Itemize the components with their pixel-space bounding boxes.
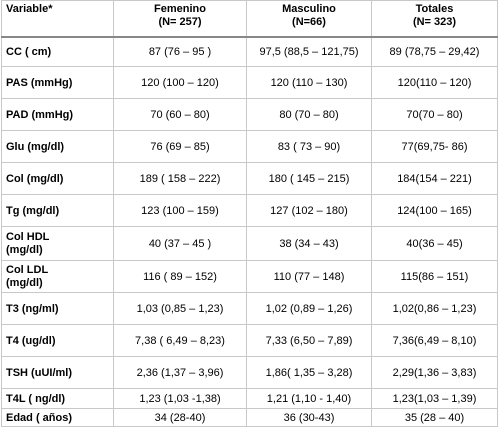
value-cell: 1,86( 1,35 – 3,28) (246, 356, 372, 389)
value-cell: 2,36 (1,37 – 3,96) (113, 356, 247, 389)
column-title: Totales (415, 3, 454, 15)
variable-cell: T3 (ng/ml) (1, 292, 114, 325)
table-row: TSH (uUI/ml) 2,36 (1,37 – 3,96) 1,86( 1,35… (1, 356, 498, 389)
value-cell: 127 (102 – 180) (246, 194, 372, 227)
value-cell: 40(36 – 45) (371, 226, 498, 261)
table-row: Tg (mg/dl) 123 (100 – 159) 127 (102 – 180)… (1, 194, 498, 227)
variable-cell: PAD (mmHg) (1, 98, 114, 131)
variable-cell: T4L ( ng/dl) (1, 388, 114, 409)
value-cell: 180 ( 145 – 215) (246, 162, 372, 195)
value-cell: 2,29(1,36 – 3,83) (371, 356, 498, 389)
table-row: Col (mg/dl) 189 ( 158 – 222) 180 ( 145 – 2… (1, 162, 498, 195)
value-cell: 116 ( 89 – 152) (113, 260, 247, 293)
value-cell: 124(100 – 165) (371, 194, 498, 227)
table-row: T4L ( ng/dl) 1,23 (1,03 -1,38) 1,21 (1,10 … (1, 388, 498, 409)
header-cell: Femenino (N= 257) (113, 0, 247, 38)
value-cell: 120 (100 – 120) (113, 66, 247, 99)
value-cell: 35 (28 – 40) (371, 408, 498, 427)
value-cell: 123 (100 – 159) (113, 194, 247, 227)
value-cell: 76 (69 – 85) (113, 130, 247, 163)
cell-line: Col LDL (6, 263, 49, 276)
value-cell: 120(110 – 120) (371, 66, 498, 99)
column-title: Variable* (6, 3, 53, 15)
table-row: CC ( cm) 87 (76 – 95 ) 97,5 (88,5 – 121,75… (1, 36, 498, 67)
variable-cell: TSH (uUI/ml) (1, 356, 114, 389)
variable-cell: Edad ( años) (1, 408, 114, 427)
value-cell: 77(69,75- 86) (371, 130, 498, 163)
table-row: PAD (mmHg) 70 (60 – 80) 80 (70 – 80) 70(70 … (1, 98, 498, 131)
cell-line: (mg/dl) (6, 276, 43, 289)
variable-cell: CC ( cm) (1, 36, 114, 67)
value-cell: 1,02(0,86 – 1,23) (371, 292, 498, 325)
header-cell: Totales (N= 323) (371, 0, 498, 38)
table-row: Col LDL (mg/dl) 116 ( 89 – 152) 110 (77 – 1… (1, 260, 498, 293)
value-cell: 1,02 (0,89 – 1,26) (246, 292, 372, 325)
column-count: (N= 323) (412, 16, 457, 28)
value-cell: 184(154 – 221) (371, 162, 498, 195)
value-cell: 1,21 (1,10 - 1,40) (246, 388, 372, 409)
header-cell: Masculino (N=66) (246, 0, 372, 38)
value-cell: 38 (34 – 43) (246, 226, 372, 261)
column-title: Masculino (282, 3, 336, 15)
column-count: (N= 257) (158, 16, 202, 28)
variable-cell: Col HDL (mg/dl) (1, 226, 114, 261)
table-row: T3 (ng/ml) 1,03 (0,85 – 1,23) 1,02 (0,89 –… (1, 292, 498, 325)
value-cell: 70 (60 – 80) (113, 98, 247, 131)
value-cell: 36 (30-43) (246, 408, 372, 427)
table-row: Glu (mg/dl) 76 (69 – 85) 83 ( 73 – 90) 77(6… (1, 130, 498, 163)
value-cell: 1,23(1,03 – 1,39) (371, 388, 498, 409)
table-row: PAS (mmHg) 120 (100 – 120) 120 (110 – 130)… (1, 66, 498, 99)
variable-cell: PAS (mmHg) (1, 66, 114, 99)
value-cell: 70(70 – 80) (371, 98, 498, 131)
variable-cell: Col LDL (mg/dl) (1, 260, 114, 293)
table-row: T4 (ug/dl) 7,38 ( 6,49 – 8,23) 7,33 (6,50 … (1, 324, 498, 357)
value-cell: 7,38 ( 6,49 – 8,23) (113, 324, 247, 357)
value-cell: 40 (37 – 45 ) (113, 226, 247, 261)
cell-line: (mg/dl) (6, 243, 43, 256)
value-cell: 87 (76 – 95 ) (113, 36, 247, 67)
value-cell: 120 (110 – 130) (246, 66, 372, 99)
value-cell: 1,03 (0,85 – 1,23) (113, 292, 247, 325)
cell-line: Col HDL (6, 230, 50, 243)
table-row: Col HDL (mg/dl) 40 (37 – 45 ) 38 (34 – 43) 4… (1, 226, 498, 261)
value-cell: 83 ( 73 – 90) (246, 130, 372, 163)
value-cell: 115(86 – 151) (371, 260, 498, 293)
value-cell: 110 (77 – 148) (246, 260, 372, 293)
value-cell: 89 (78,75 – 29,42) (371, 36, 498, 67)
value-cell: 7,33 (6,50 – 7,89) (246, 324, 372, 357)
variable-cell: Col (mg/dl) (1, 162, 114, 195)
value-cell: 80 (70 – 80) (246, 98, 372, 131)
table-row: Edad ( años) 34 (28-40) 36 (30-43) 35 (28 –… (1, 408, 498, 427)
value-cell: 189 ( 158 – 222) (113, 162, 247, 195)
variable-cell: Glu (mg/dl) (1, 130, 114, 163)
variable-cell: T4 (ug/dl) (1, 324, 114, 357)
value-cell: 97,5 (88,5 – 121,75) (246, 36, 372, 67)
value-cell: 34 (28-40) (113, 408, 247, 427)
column-title: Femenino (154, 3, 206, 15)
header-cell: Variable* (1, 0, 114, 38)
value-cell: 7,36(6,49 – 8,10) (371, 324, 498, 357)
header-row: Variable* Femenino (N= 257) Masculino (N=66)… (1, 0, 498, 38)
variable-cell: Tg (mg/dl) (1, 194, 114, 227)
column-count: (N=66) (292, 16, 326, 28)
value-cell: 1,23 (1,03 -1,38) (113, 388, 247, 409)
